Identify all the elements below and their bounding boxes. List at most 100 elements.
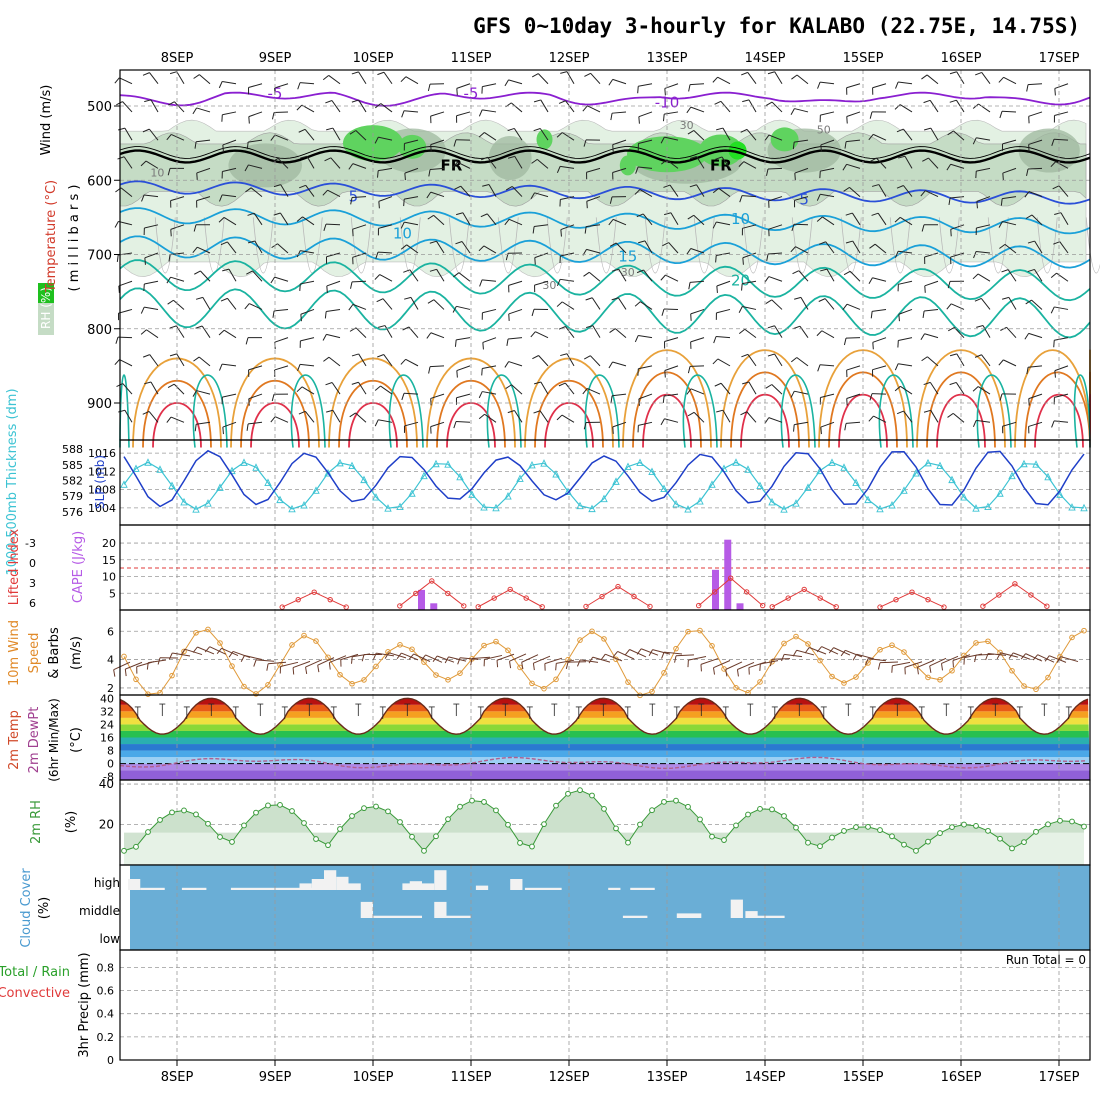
li-point xyxy=(295,596,301,603)
rh2m-point xyxy=(685,803,691,810)
thickness-point xyxy=(984,502,992,511)
wind10m-barb-flag xyxy=(216,647,222,655)
thickness-point xyxy=(252,463,260,471)
wind-barb-flag xyxy=(378,325,386,328)
li-point xyxy=(279,604,285,610)
li-point xyxy=(925,596,931,603)
wind-speed-point xyxy=(553,676,559,683)
wind-barb xyxy=(747,354,757,367)
wind-barb xyxy=(872,308,887,312)
thickness-point xyxy=(144,458,152,466)
cloud-bar-high xyxy=(608,887,621,890)
wind-barb xyxy=(248,365,263,371)
wind-barb xyxy=(898,363,913,367)
wind-barb-flag xyxy=(192,390,197,397)
wind-barb-flag xyxy=(296,216,303,222)
wind-barb xyxy=(300,250,315,254)
wind10m-barb xyxy=(917,659,935,668)
temp-loop-teal xyxy=(780,374,816,448)
wind-barb xyxy=(380,385,393,395)
wind-tick-label: 4 xyxy=(107,654,114,667)
wind-barb-flag xyxy=(664,88,666,96)
wind10m-barb xyxy=(413,653,431,662)
wind-barb-flag xyxy=(946,163,952,171)
precip-total-label: Total / Rain xyxy=(0,965,70,980)
thickness-point xyxy=(672,499,680,508)
wind-barb-flag xyxy=(376,298,384,303)
wind10m-barb-flag xyxy=(1020,653,1026,660)
cloud-bar-high xyxy=(348,883,361,890)
wind-barb xyxy=(352,303,367,310)
wind-barb-flag xyxy=(140,160,147,167)
wind-barb-flag xyxy=(742,257,744,265)
wind-barb xyxy=(560,224,575,231)
wind-barb-flag xyxy=(686,106,692,114)
wind-barb-flag xyxy=(660,274,666,281)
wind-barb xyxy=(746,129,757,141)
wind-barb-flag xyxy=(662,395,665,403)
wind-barb-flag xyxy=(534,257,536,265)
wind-barb xyxy=(771,299,783,310)
wind10m-barb-flag xyxy=(496,660,499,668)
rh2m-point xyxy=(241,822,247,829)
wind-barb xyxy=(800,297,809,310)
wind10m-barb xyxy=(268,661,287,665)
thickness-point xyxy=(864,495,872,504)
wind-barb xyxy=(716,221,731,226)
wind-barb xyxy=(409,269,419,282)
wind-barb-flag xyxy=(169,353,177,357)
wind-barb-flag xyxy=(192,107,198,115)
wind-barb xyxy=(222,194,237,198)
wind-barb xyxy=(690,388,705,395)
wind-barb xyxy=(1002,221,1017,226)
wind10m-barb xyxy=(605,653,623,662)
top-date-label: 15SEP xyxy=(843,51,884,66)
wind-barb-flag xyxy=(869,111,873,119)
wind-barb xyxy=(664,337,679,342)
wind-barb-flag xyxy=(923,381,931,386)
wind-barb-flag xyxy=(843,186,850,192)
wind10m-barb-flag xyxy=(317,665,320,673)
wind-barb-flag xyxy=(636,269,644,274)
wind-barb xyxy=(328,75,341,85)
wind-barb-flag xyxy=(556,132,563,138)
rh2m-axis-label: 2m RH xyxy=(29,800,44,844)
wind10m-barb-flag xyxy=(929,665,932,673)
wind-barb-flag xyxy=(507,155,515,159)
cloud-bar-middle xyxy=(676,913,702,918)
temp-band xyxy=(120,770,1090,780)
wind-frame xyxy=(119,609,1091,696)
wind-barb xyxy=(277,243,289,254)
wind10m-barb xyxy=(580,659,599,663)
wind-barb xyxy=(638,393,653,400)
wind-barb xyxy=(717,358,731,367)
wind-barb-flag xyxy=(868,134,874,141)
wind-barb-flag xyxy=(296,104,303,111)
wind-barb-flag xyxy=(687,366,691,374)
wind-barb xyxy=(456,83,471,89)
wind-barb-flag xyxy=(322,189,328,196)
wind-barb xyxy=(774,353,783,367)
li-point xyxy=(599,593,605,600)
slp-tick-label: 1008 xyxy=(88,484,116,497)
wind-barb xyxy=(956,353,965,367)
wind-barb-flag xyxy=(144,99,152,103)
wind10m-barb xyxy=(340,653,359,661)
wind-barb-flag xyxy=(400,221,405,229)
temp-contour--5 xyxy=(119,91,1091,107)
wind-barb xyxy=(796,357,809,367)
thickness-point xyxy=(936,461,944,470)
wind-barb-flag xyxy=(453,421,457,429)
wind-barb-flag xyxy=(999,243,1006,249)
wind-barb-flag xyxy=(427,299,435,304)
wind-barb-flag xyxy=(924,285,926,293)
wind-barb-flag xyxy=(662,242,669,247)
wind10m-barb-flag xyxy=(204,646,211,653)
rh2m-point xyxy=(433,833,439,840)
cloud-bar-high xyxy=(402,883,415,890)
wind-barb-flag xyxy=(247,212,255,216)
wind-barb-flag xyxy=(661,159,668,165)
wind-barb xyxy=(222,421,237,428)
wind-barb-flag xyxy=(322,334,327,341)
wind10m-barb xyxy=(448,656,467,662)
